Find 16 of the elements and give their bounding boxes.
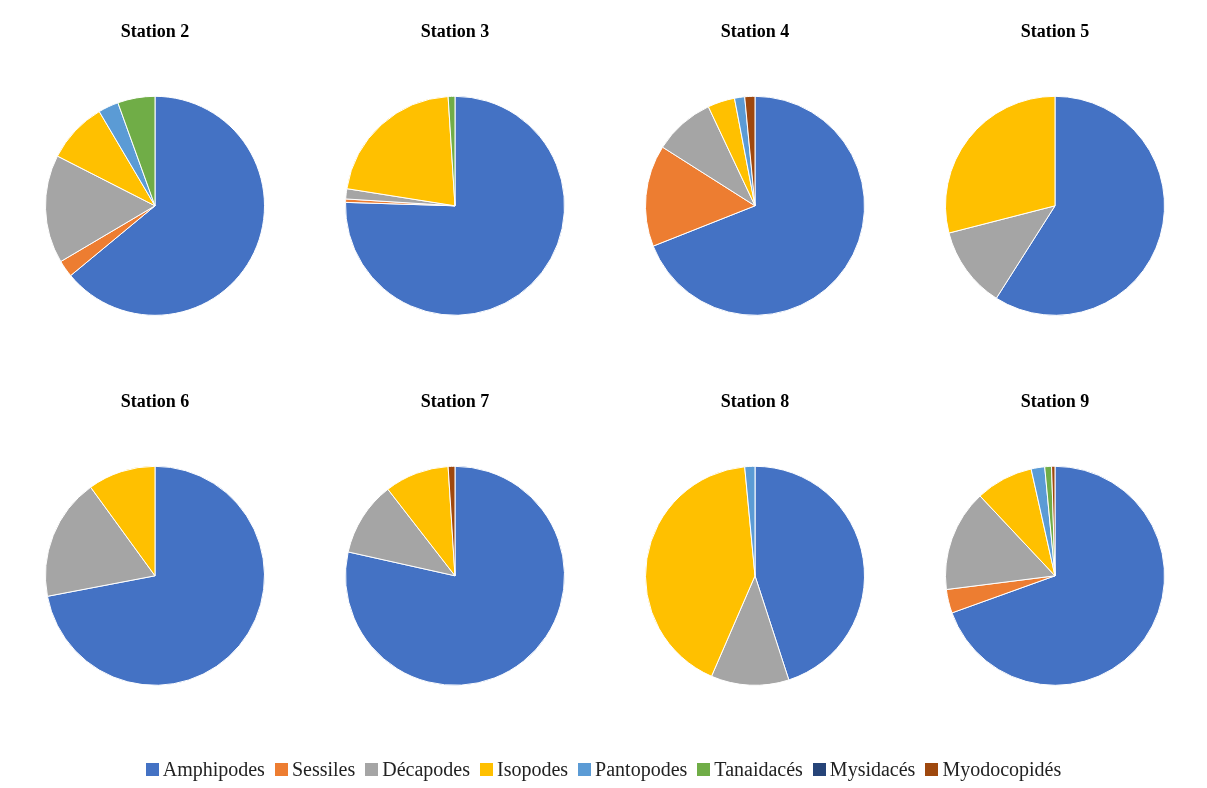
legend-label: Tanaidacés: [714, 758, 803, 781]
chart-title: Station 7: [420, 391, 490, 412]
chart-title: Station 9: [1020, 391, 1090, 412]
legend-label: Amphipodes: [162, 758, 265, 781]
legend-label: Myodocopidés: [942, 758, 1062, 781]
legend-label: Mysidacés: [829, 758, 916, 781]
legend-label: Isopodes: [496, 758, 569, 781]
chart-title: Station 8: [720, 391, 790, 412]
legend-label: Pantopodes: [595, 758, 688, 781]
legend-label: Sessiles: [291, 758, 356, 781]
chart-title: Station 5: [1020, 21, 1090, 42]
legend-label: Décapodes: [382, 758, 470, 781]
chart-title: Station 3: [420, 21, 490, 42]
chart-title: Station 4: [720, 21, 790, 42]
chart-title: Station 6: [120, 391, 190, 412]
chart-title: Station 2: [120, 21, 190, 42]
